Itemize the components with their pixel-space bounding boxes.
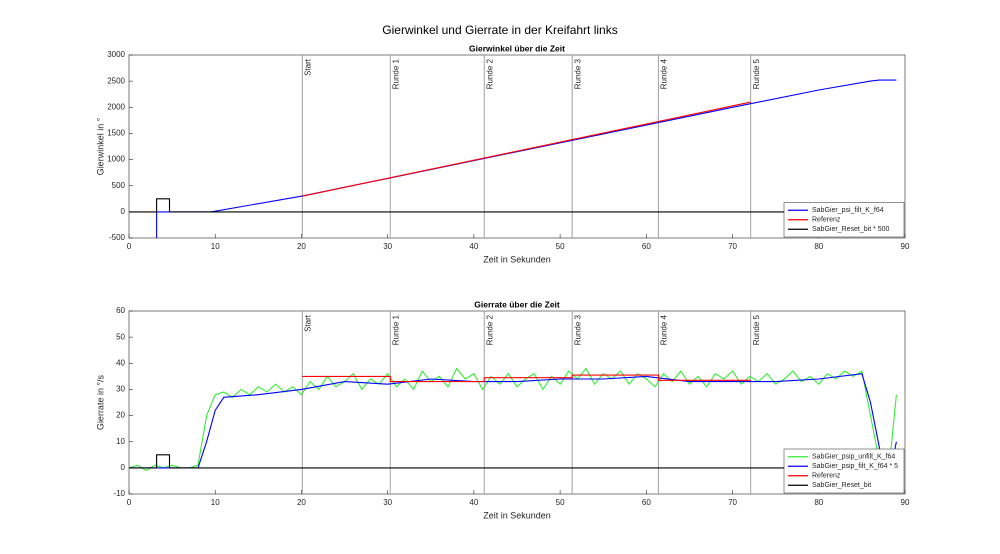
plot-area	[128, 54, 906, 239]
legend-label: SabGier_psi_filt_K_f64	[812, 207, 884, 214]
y-tick-label: -500	[109, 233, 126, 242]
y-tick-label: 2500	[107, 76, 125, 85]
x-tick-label: 60	[642, 498, 651, 507]
x-tick-label: 0	[127, 242, 132, 251]
legend-label: SabGier_psip_filt_K_f64 * 5	[812, 463, 898, 470]
x-tick-label: 60	[642, 242, 651, 251]
y-tick-label: 1500	[107, 129, 125, 138]
lap-label: Runde 2	[485, 58, 494, 89]
y-tick-label: 10	[116, 437, 125, 446]
x-tick-label: 0	[127, 498, 132, 507]
x-tick-label: 80	[814, 242, 823, 251]
y-tick-label: 50	[116, 332, 125, 341]
y-tick-label: 60	[116, 306, 125, 315]
y-tick-label: 2000	[107, 102, 125, 111]
series-line	[128, 367, 897, 482]
x-tick-label: 30	[383, 242, 392, 251]
x-tick-label: 20	[297, 498, 306, 507]
x-tick-label: 30	[383, 498, 392, 507]
x-tick-label: 90	[901, 498, 910, 507]
y-tick-label: -10	[113, 489, 125, 498]
subplot-title: Gierwinkel über die Zeit	[469, 43, 565, 53]
y-axis-label: Gierwinkel in °	[95, 117, 105, 175]
x-tick-label: 90	[901, 242, 910, 251]
x-tick-label: 70	[728, 242, 737, 251]
y-tick-label: 0	[121, 207, 126, 216]
x-tick-label: 10	[211, 242, 220, 251]
lap-label: Runde 5	[752, 58, 761, 89]
plot-area	[128, 310, 906, 495]
y-tick-label: 0	[121, 463, 126, 472]
y-tick-label: 30	[116, 385, 125, 394]
series-line	[302, 101, 751, 197]
lap-label: Runde 5	[752, 314, 761, 345]
figure-title: Gierwinkel und Gierrate in der Kreifahrt…	[382, 23, 617, 37]
lap-label: Runde 4	[660, 58, 669, 89]
x-tick-label: 10	[211, 498, 220, 507]
y-tick-label: 1000	[107, 155, 125, 164]
subplot-title: Gierrate über die Zeit	[474, 299, 560, 309]
lap-label: Start	[303, 314, 312, 332]
x-tick-label: 70	[728, 498, 737, 507]
x-axis-label: Zeit in Sekunden	[483, 254, 551, 264]
y-axis-label: Gierrate in °/s	[95, 374, 105, 430]
lap-label: Runde 3	[573, 314, 582, 345]
x-tick-label: 80	[814, 498, 823, 507]
x-tick-label: 50	[556, 242, 565, 251]
x-tick-label: 20	[297, 242, 306, 251]
y-tick-label: 40	[116, 358, 125, 367]
series-line	[129, 198, 897, 213]
series-line	[129, 454, 897, 469]
legend-label: SabGier_Reset_bit * 500	[812, 226, 890, 233]
y-tick-label: 3000	[107, 50, 125, 59]
lap-label: Runde 2	[485, 314, 494, 345]
x-tick-label: 40	[469, 242, 478, 251]
lap-label: Start	[303, 58, 312, 76]
lap-label: Runde 1	[391, 314, 400, 345]
legend-label: Referenz	[812, 473, 841, 480]
x-axis-label: Zeit in Sekunden	[483, 510, 551, 520]
legend-label: SabGier_Reset_bit	[812, 482, 871, 489]
y-tick-label: 500	[112, 181, 126, 190]
series-line	[302, 374, 751, 383]
y-tick-label: 20	[116, 411, 125, 420]
x-tick-label: 50	[556, 498, 565, 507]
lap-label: Runde 3	[573, 58, 582, 89]
lap-label: Runde 4	[660, 314, 669, 345]
x-tick-label: 40	[469, 498, 478, 507]
lap-label: Runde 1	[391, 58, 400, 89]
legend-label: SabGier_psip_unfilt_K_f64	[812, 454, 895, 461]
series-line	[129, 373, 897, 469]
legend-label: Referenz	[812, 217, 841, 224]
